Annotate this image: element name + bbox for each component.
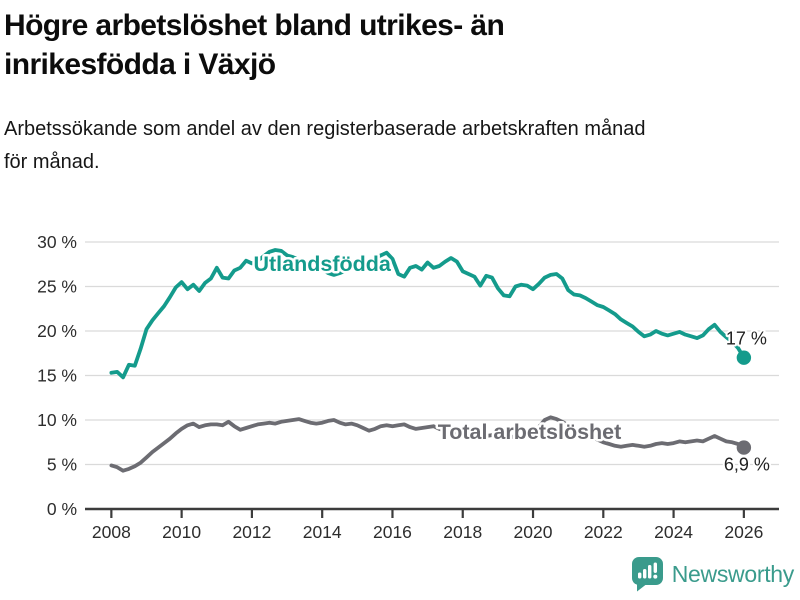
series-end-dot <box>736 440 752 455</box>
axes: 2008 2010 2012 2014 2016 2018 2020 2022 2024 2026… <box>37 232 779 542</box>
series-utlandsfodda: Utlandsfödda 17 % <box>109 248 769 380</box>
x-axis-tick-label: 2014 <box>303 522 342 542</box>
chart-title: Högre arbetslöshet bland utrikes- än inr… <box>4 6 744 84</box>
newsworthy-wordmark: Newsworthy <box>671 560 795 587</box>
x-axis-tick-label: 2008 <box>92 522 131 542</box>
chart-subtitle: Arbetssökande som andel av den registerb… <box>4 113 800 179</box>
chart-subtitle-line1: Arbetssökande som andel av den registerb… <box>4 118 646 140</box>
gridlines <box>85 241 779 466</box>
chart-title-line2: inrikesfödda i Växjö <box>4 48 276 81</box>
series-end-value-label: 6,9 % <box>724 455 770 475</box>
x-axis-tick-label: 2022 <box>584 522 623 542</box>
y-axis-tick-label: 5 % <box>47 455 77 475</box>
y-axis-tick-label: 20 % <box>37 321 77 341</box>
x-axis-tick-label: 2012 <box>232 522 271 542</box>
x-axis-tick-label: 2016 <box>373 522 412 542</box>
series-end-dot <box>736 350 752 365</box>
y-axis-tick-label: 30 % <box>37 232 77 252</box>
chart-subtitle-line2: för månad. <box>4 151 100 173</box>
y-axis-tick-label: 10 % <box>37 410 77 430</box>
series-label: Utlandsfödda <box>254 252 392 276</box>
x-axis-tick-label: 2026 <box>724 522 763 542</box>
x-axis-tick-label: 2024 <box>654 522 693 542</box>
y-axis-tick-label: 0 % <box>47 499 77 519</box>
newsworthy-icon <box>631 557 663 592</box>
chart-title-line1: Högre arbetslöshet bland utrikes- än <box>4 9 505 42</box>
series-end-value-label: 17 % <box>726 329 767 349</box>
series-line <box>109 248 746 380</box>
x-axis-tick-label: 2010 <box>162 522 201 542</box>
x-axis-tick-label: 2020 <box>514 522 553 542</box>
series-line <box>109 415 746 473</box>
y-axis-tick-label: 25 % <box>37 277 77 297</box>
series-label: Total arbetslöshet <box>438 420 622 444</box>
newsworthy-logo[interactable]: Newsworthy <box>631 556 794 592</box>
series-total-arbetsloshet: Total arbetslöshet 6,9 % <box>109 415 772 477</box>
x-axis-tick-label: 2018 <box>443 522 482 542</box>
y-axis-tick-label: 15 % <box>37 366 77 386</box>
